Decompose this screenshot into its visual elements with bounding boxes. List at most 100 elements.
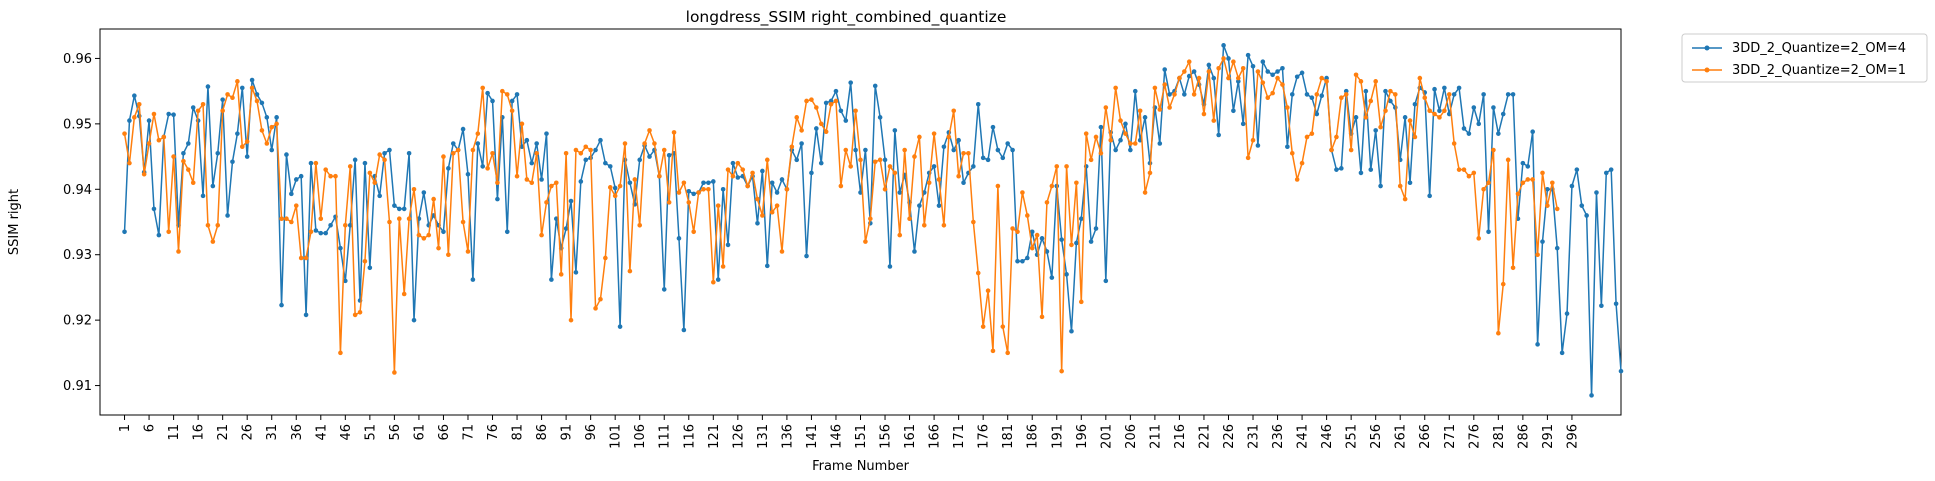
data-point xyxy=(833,88,839,94)
data-point xyxy=(823,100,829,106)
data-point xyxy=(794,115,800,120)
y-tick-label: 0.92 xyxy=(63,314,92,329)
data-point xyxy=(887,264,893,269)
data-point xyxy=(343,278,348,284)
data-point xyxy=(519,144,525,150)
data-point xyxy=(951,147,957,153)
data-point xyxy=(809,170,814,176)
data-point xyxy=(730,173,736,179)
x-tick-label: 291 xyxy=(1541,424,1556,449)
data-point xyxy=(711,279,716,285)
data-point xyxy=(1020,190,1025,195)
data-point xyxy=(946,134,952,140)
data-point xyxy=(1034,232,1040,238)
data-point xyxy=(789,144,795,150)
x-tick-label: 296 xyxy=(1565,424,1580,449)
data-point xyxy=(804,98,809,104)
data-point xyxy=(495,180,500,186)
data-point xyxy=(1010,226,1015,231)
data-point xyxy=(593,147,598,153)
x-tick-label: 111 xyxy=(658,424,673,449)
data-point xyxy=(1407,180,1413,186)
data-point xyxy=(132,93,137,99)
data-point xyxy=(1044,249,1050,254)
data-point xyxy=(308,229,314,235)
data-point xyxy=(1496,330,1501,336)
data-point xyxy=(500,88,505,94)
data-point xyxy=(190,105,196,110)
data-point xyxy=(1574,167,1580,172)
data-point xyxy=(995,183,1001,189)
data-point xyxy=(171,112,176,118)
data-point xyxy=(848,80,853,85)
data-point xyxy=(1285,105,1290,110)
x-tick-label: 161 xyxy=(903,424,918,449)
data-point xyxy=(343,222,348,228)
data-point xyxy=(1103,278,1109,284)
data-point xyxy=(1535,252,1540,258)
data-point xyxy=(347,164,353,169)
data-point xyxy=(941,222,947,228)
data-point xyxy=(1226,56,1231,61)
data-point xyxy=(387,219,392,225)
legend: 3DD_2_Quantize=2_OM=4 3DD_2_Quantize=2_O… xyxy=(1681,33,1928,83)
data-point xyxy=(1128,147,1133,153)
data-point xyxy=(210,183,216,189)
data-point xyxy=(254,92,260,97)
data-point xyxy=(1206,62,1212,68)
data-point xyxy=(1486,229,1491,235)
data-point xyxy=(980,155,986,161)
data-point xyxy=(642,141,647,146)
data-point xyxy=(1270,72,1275,78)
data-point xyxy=(1427,108,1432,114)
data-point xyxy=(892,128,898,133)
data-point xyxy=(696,190,701,195)
data-point xyxy=(215,151,221,156)
data-point xyxy=(1108,137,1114,143)
data-point xyxy=(1265,95,1271,100)
x-tick-label: 11 xyxy=(167,424,182,441)
data-point xyxy=(514,92,520,97)
data-point xyxy=(1059,237,1064,242)
data-point xyxy=(1137,108,1143,114)
data-point xyxy=(1132,88,1138,94)
data-point xyxy=(1020,258,1025,264)
data-point xyxy=(1407,118,1413,123)
data-point xyxy=(607,164,613,169)
x-tick-label: 226 xyxy=(1222,424,1237,449)
x-tick-label: 261 xyxy=(1394,424,1409,449)
data-point xyxy=(186,167,191,172)
data-point xyxy=(1471,170,1477,176)
data-point xyxy=(1525,164,1531,169)
data-point xyxy=(1172,92,1177,97)
data-point xyxy=(921,222,927,228)
data-point xyxy=(465,171,471,177)
data-point xyxy=(220,97,225,102)
data-point xyxy=(426,232,432,238)
y-tick-label: 0.94 xyxy=(63,183,92,198)
data-point xyxy=(1525,177,1531,182)
data-point xyxy=(573,147,579,153)
data-point xyxy=(1554,206,1560,212)
data-point xyxy=(1162,67,1167,72)
data-point xyxy=(848,164,853,169)
data-point xyxy=(1373,128,1378,133)
data-point xyxy=(760,213,765,218)
data-point xyxy=(166,229,171,235)
data-point xyxy=(926,180,932,186)
data-point xyxy=(872,159,878,165)
x-tick-label: 71 xyxy=(461,424,476,441)
data-point xyxy=(603,255,608,261)
data-point xyxy=(313,160,319,166)
data-point xyxy=(151,111,157,117)
data-point xyxy=(1324,75,1329,81)
data-point xyxy=(1059,368,1064,374)
data-point xyxy=(1545,203,1550,208)
data-point xyxy=(755,221,760,226)
data-point xyxy=(176,249,181,254)
x-tick-label: 256 xyxy=(1369,424,1384,449)
data-point xyxy=(1510,265,1516,271)
data-point xyxy=(1216,65,1221,71)
data-point xyxy=(1353,115,1359,120)
